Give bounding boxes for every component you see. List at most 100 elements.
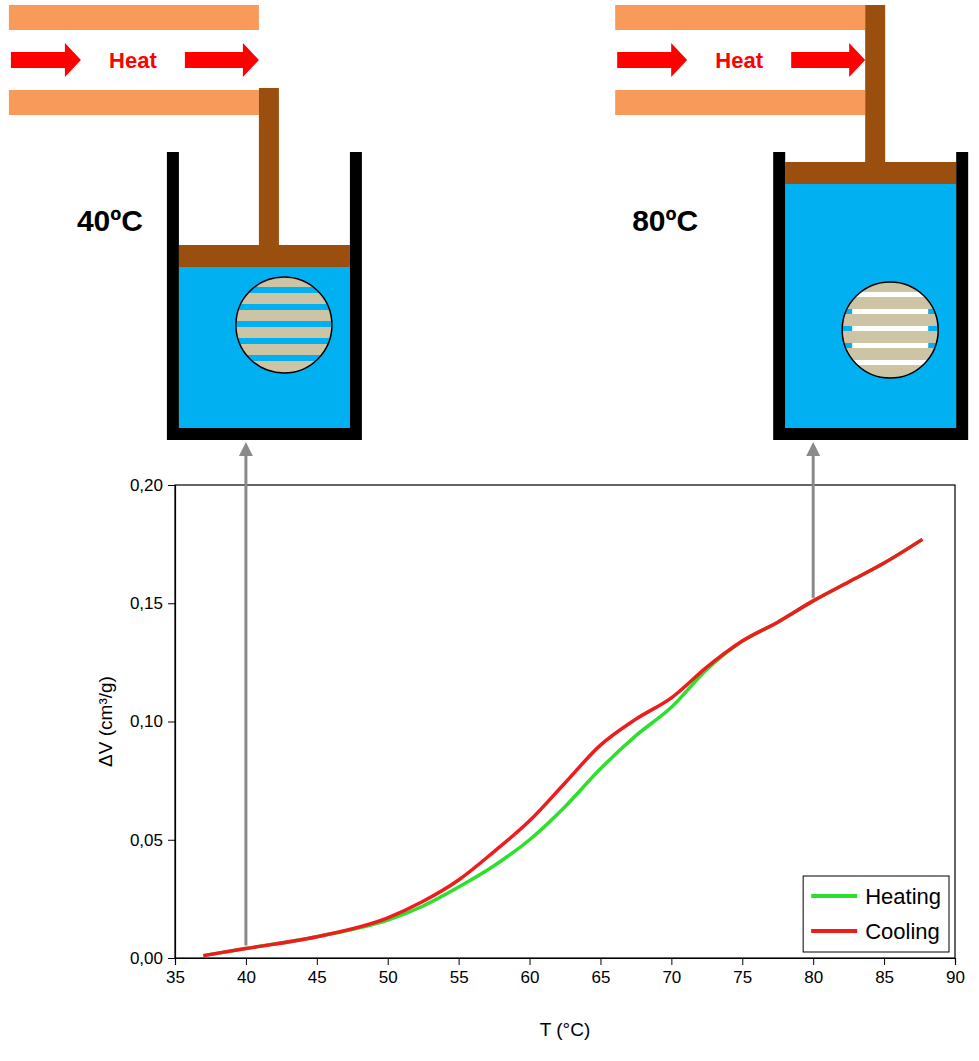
particle-outline <box>842 282 938 378</box>
fluid <box>179 267 350 428</box>
pore-filled <box>236 304 332 310</box>
legend-item: Cooling <box>811 919 940 944</box>
y-axis-title: ΔV (cm³/g) <box>95 676 116 767</box>
heat-label: Heat <box>715 48 763 73</box>
container <box>773 152 968 440</box>
y-tick-mark <box>168 722 175 723</box>
annotation-arrow-head <box>806 442 820 456</box>
piston-rod <box>865 5 885 162</box>
annotation-arrow-head <box>239 442 253 456</box>
legend-box <box>803 876 949 952</box>
temperature-label: 80ºC <box>632 204 698 237</box>
piston-rod <box>259 88 279 245</box>
y-tick: 0,05 <box>130 831 175 850</box>
heat-arrow <box>11 43 81 77</box>
x-tick-label: 70 <box>662 968 681 987</box>
pipe-wall <box>9 90 259 115</box>
particle <box>842 282 938 378</box>
x-tick-label: 90 <box>946 968 965 987</box>
x-tick-mark <box>530 958 531 965</box>
diagram: Heat 80ºC <box>615 5 968 440</box>
pore-edge <box>842 360 852 365</box>
pore-empty <box>842 343 938 348</box>
y-tick-mark <box>168 485 175 486</box>
x-tick: 75 <box>733 958 752 987</box>
fluid <box>785 184 956 428</box>
y-tick-mark <box>168 958 175 959</box>
x-axis-title: T (°C) <box>540 1019 591 1040</box>
diagram: Heat 40ºC <box>9 5 362 440</box>
x-tick-mark <box>742 958 743 965</box>
container <box>167 152 362 440</box>
heat-label: Heat <box>109 48 157 73</box>
piston <box>785 162 956 184</box>
plot-frame <box>175 485 955 958</box>
y-tick-mark <box>168 603 175 604</box>
x-tick-label: 60 <box>521 968 540 987</box>
heat-arrow <box>617 43 687 77</box>
pore-empty <box>842 326 938 331</box>
x-tick-mark <box>600 958 601 965</box>
x-tick: 55 <box>450 958 469 987</box>
legend-swatch <box>811 929 857 933</box>
pore-edge <box>842 326 852 331</box>
chart-svg: Heat 40ºC Heat 80ºC 35 40 45 50 55 60 65 70 75 80 85 90… <box>0 0 979 1061</box>
x-tick: 35 <box>166 958 185 987</box>
x-tick-mark <box>317 958 318 965</box>
pipe-wall <box>615 90 865 115</box>
x-tick: 45 <box>308 958 327 987</box>
x-tick-label: 45 <box>308 968 327 987</box>
x-tick-label: 65 <box>591 968 610 987</box>
particle-body <box>842 282 938 378</box>
pore-edge <box>928 292 938 297</box>
pore-filled <box>236 321 332 327</box>
legend-label: Cooling <box>865 919 940 944</box>
x-tick-mark <box>388 958 389 965</box>
y-axis: 0,00 0,05 0,10 0,15 0,20 <box>130 476 176 968</box>
y-tick-label: 0,05 <box>130 831 163 850</box>
x-tick-label: 75 <box>733 968 752 987</box>
pipe-wall <box>615 5 865 30</box>
x-tick-label: 55 <box>450 968 469 987</box>
pipe-wall <box>9 5 259 30</box>
pore-edge <box>928 326 938 331</box>
pore-filled <box>236 338 332 344</box>
x-tick-label: 80 <box>804 968 823 987</box>
x-tick: 70 <box>662 958 681 987</box>
y-tick: 0,00 <box>130 949 175 968</box>
x-tick-label: 50 <box>379 968 398 987</box>
x-tick-label: 35 <box>166 968 185 987</box>
x-tick: 85 <box>875 958 894 987</box>
heat-arrow <box>791 43 865 77</box>
diagrams: Heat 40ºC Heat 80ºC <box>9 5 968 440</box>
y-tick-label: 0,00 <box>130 949 163 968</box>
x-axis-line <box>176 959 956 966</box>
y-tick: 0,10 <box>130 712 175 731</box>
y-axis-line <box>168 486 176 959</box>
x-axis: 35 40 45 50 55 60 65 70 75 80 85 90 <box>166 958 965 987</box>
pore-edge <box>842 292 852 297</box>
heat-arrow <box>185 43 259 77</box>
x-tick: 90 <box>946 958 965 987</box>
piston <box>179 245 350 267</box>
x-tick: 65 <box>591 958 610 987</box>
x-tick-mark <box>459 958 460 965</box>
x-tick-label: 85 <box>875 968 894 987</box>
particle-outline <box>236 277 332 373</box>
y-tick: 0,20 <box>130 476 175 495</box>
legend-item: Heating <box>811 884 941 909</box>
y-tick-label: 0,20 <box>130 476 163 495</box>
y-tick-label: 0,15 <box>130 594 163 613</box>
annotation-arrow <box>812 454 815 598</box>
legend: Heating Cooling <box>803 876 949 952</box>
annotation-arrows <box>239 442 820 946</box>
pore-edge <box>928 360 938 365</box>
x-tick-mark <box>884 958 885 965</box>
x-tick-mark <box>813 958 814 965</box>
x-tick: 40 <box>237 958 256 987</box>
temperature-label: 40ºC <box>77 204 143 237</box>
y-tick: 0,15 <box>130 594 175 613</box>
x-tick-mark <box>246 958 247 965</box>
x-tick-label: 40 <box>237 968 256 987</box>
x-tick: 50 <box>379 958 398 987</box>
